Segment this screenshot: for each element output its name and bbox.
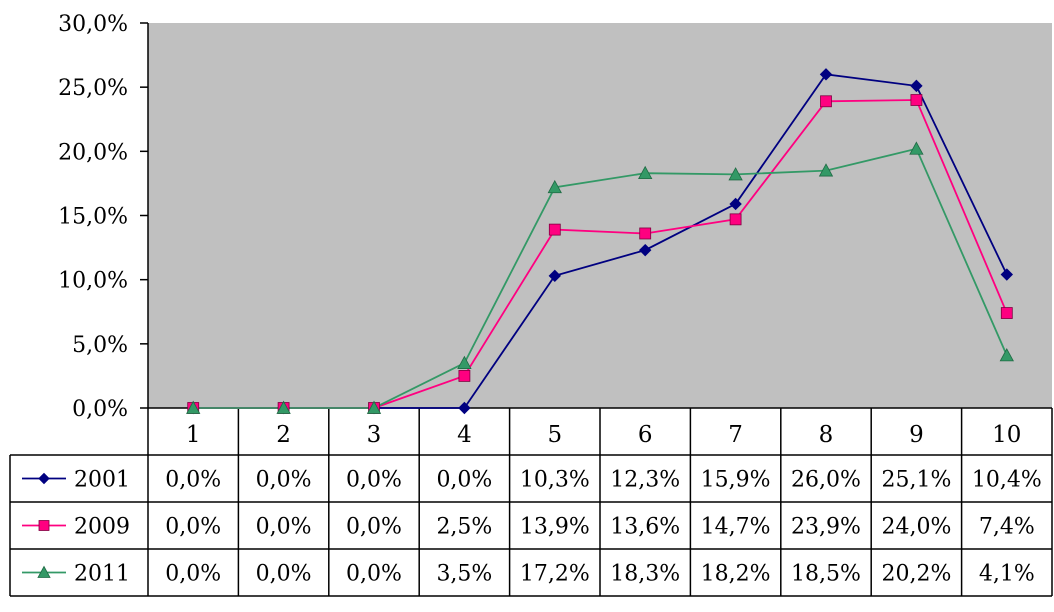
x-category-label: 4 — [457, 422, 472, 448]
table-cell-value: 0,0% — [436, 468, 492, 493]
y-tick-label: 15,0% — [58, 205, 128, 230]
table-cell-value: 10,3% — [520, 468, 590, 493]
table-cell-value: 15,9% — [701, 468, 771, 493]
series-name-2001: 2001 — [74, 468, 130, 493]
data-point-2009 — [820, 95, 832, 108]
table-cell-value: 24,0% — [881, 515, 951, 540]
data-point-2011 — [547, 179, 562, 194]
table-cell-value: 12,3% — [610, 468, 680, 493]
table-cell-value: 10,4% — [972, 468, 1042, 493]
data-point-2001 — [819, 68, 833, 81]
y-axis: 0,0% 5,0% 10,0% 15,0% 20,0% 25,0% 30,0% — [58, 12, 149, 422]
table-cell-value: 13,6% — [610, 515, 680, 540]
table-cell-value: 3,5% — [436, 562, 492, 587]
table-cell-value: 0,0% — [165, 515, 221, 540]
data-point-2011 — [186, 400, 201, 414]
data-point-2011 — [818, 163, 834, 177]
series-markers — [186, 68, 1014, 415]
y-tick-label: 5,0% — [72, 333, 128, 358]
data-point-2009 — [639, 227, 652, 240]
data-point-2001 — [458, 401, 471, 415]
data-point-2011 — [457, 355, 472, 369]
table-cell-value: 0,0% — [256, 562, 312, 587]
table-cell-value: 14,7% — [701, 515, 771, 540]
table-cell-value: 20,2% — [881, 562, 951, 587]
x-category-label: 9 — [909, 422, 924, 448]
data-point-2001 — [548, 269, 562, 283]
table-cell-value: 26,0% — [791, 468, 861, 493]
legend-key-marker-2001 — [38, 472, 50, 485]
table-cell-value: 18,5% — [791, 562, 861, 587]
y-tick-label: 30,0% — [58, 12, 128, 37]
legend-key-marker-2009 — [38, 520, 50, 531]
data-point-2011 — [366, 400, 382, 414]
x-category-label: 8 — [819, 422, 834, 448]
data-point-2009 — [1000, 307, 1013, 319]
data-point-2001 — [1000, 268, 1014, 281]
table-cell-value: 18,3% — [610, 562, 680, 587]
plot-area — [148, 23, 1052, 408]
x-category-label: 1 — [186, 422, 201, 448]
y-tick-label: 10,0% — [58, 269, 128, 294]
x-category-label: 10 — [992, 422, 1021, 448]
table-cell-value: 0,0% — [346, 515, 402, 540]
table-cell-value: 0,0% — [346, 468, 402, 493]
x-category-label: 5 — [547, 422, 562, 448]
data-point-2001 — [910, 79, 923, 93]
data-point-2011 — [999, 348, 1014, 362]
table-cell-value: 25,1% — [881, 468, 951, 493]
y-tick-label: 0,0% — [72, 397, 128, 422]
data-point-2011 — [909, 141, 924, 155]
series-lines — [193, 73, 1008, 409]
table-cell-value: 0,0% — [256, 468, 312, 493]
data-table: 1 2 3 4 5 6 7 8 9 10 2001 0,0% 0,0% 0,0% 0,0% 10,3% 12,3… — [9, 407, 1053, 597]
table-cell-value: 2,5% — [436, 515, 492, 540]
table-cell-value: 17,2% — [520, 562, 590, 587]
data-point-2009 — [548, 223, 561, 236]
data-point-2001 — [729, 197, 742, 211]
table-cell-value: 0,0% — [346, 562, 402, 587]
data-point-2009 — [910, 94, 923, 106]
y-tick-label: 20,0% — [58, 140, 128, 165]
data-point-2011 — [728, 167, 743, 181]
legend-key-marker-2011 — [37, 565, 51, 578]
data-point-2009 — [729, 213, 742, 226]
x-category-label: 6 — [638, 422, 653, 448]
data-point-2001 — [638, 243, 652, 257]
series-name-2009: 2009 — [74, 515, 130, 540]
table-cell-value: 0,0% — [165, 468, 221, 493]
x-category-label: 7 — [728, 422, 743, 448]
table-cell-value: 0,0% — [165, 562, 221, 587]
data-point-2009 — [458, 370, 471, 382]
x-category-label: 3 — [367, 422, 382, 448]
table-cell-value: 7,4% — [979, 515, 1035, 540]
y-tick-label: 25,0% — [58, 76, 128, 101]
series-line-2011 — [193, 147, 1008, 409]
data-point-2011 — [276, 400, 291, 414]
table-cell-value: 18,2% — [701, 562, 771, 587]
table-cell-value: 23,9% — [791, 515, 861, 540]
table-cell-value: 4,1% — [979, 562, 1035, 587]
table-cell-value: 0,0% — [256, 515, 312, 540]
table-cell-value: 13,9% — [520, 515, 590, 540]
data-point-2011 — [638, 165, 653, 180]
x-category-label: 2 — [276, 422, 291, 448]
series-name-2011: 2011 — [74, 562, 130, 587]
